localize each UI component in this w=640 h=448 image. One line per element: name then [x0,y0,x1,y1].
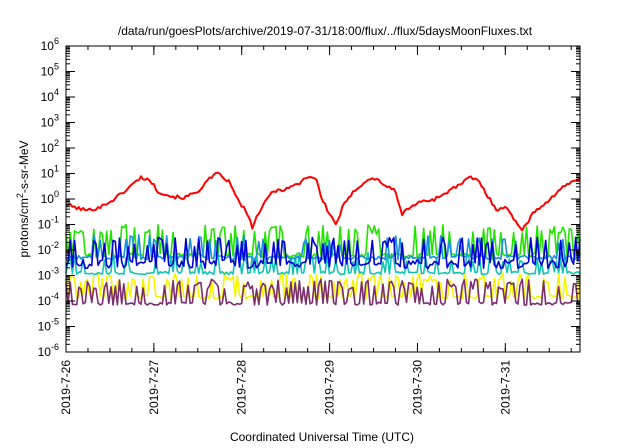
x-tick-label: 2019-7-31 [498,360,512,415]
x-axis: 2019-7-26 2019-7-27 2019-7-28 2019-7-29 2019… [59,46,572,415]
y-tick-label: 10-5 [38,317,59,334]
series-line-7 [65,171,581,232]
x-tick-label: 2019-7-27 [147,360,161,415]
y-axis-label: protons/cm2-s-sr-MeV [15,140,31,257]
x-axis-label: Coordinated Universal Time (UTC) [230,430,414,444]
series-line-2 [65,278,581,306]
y-tick-label: 103 [41,113,59,130]
y-tick-label: 10-4 [38,291,59,308]
y-tick-label: 101 [41,164,59,181]
x-tick-label: 2019-7-26 [59,360,73,415]
y-tick-label: 106 [41,36,59,53]
series-line-6 [65,236,581,270]
y-tick-label: 104 [41,87,59,104]
series-layer [65,171,581,306]
x-tick-label: 2019-7-29 [323,360,337,415]
y-tick-label: 10-6 [38,342,59,359]
y-axis: 10-6 10-5 10-4 10-3 10-2 10-1 100 101 102 103 104 1… [38,36,580,359]
chart-title: /data/run/goesPlots/archive/2019-07-31/1… [118,24,533,38]
y-tick-label: 10-1 [38,215,59,232]
y-tick-label: 102 [41,138,59,155]
y-tick-label: 10-3 [38,266,59,283]
y-tick-label: 100 [41,189,59,206]
y-tick-label: 105 [41,62,59,79]
y-tick-label: 10-2 [38,240,59,257]
x-tick-label: 2019-7-28 [235,360,249,415]
x-tick-label: 2019-7-30 [410,360,424,415]
